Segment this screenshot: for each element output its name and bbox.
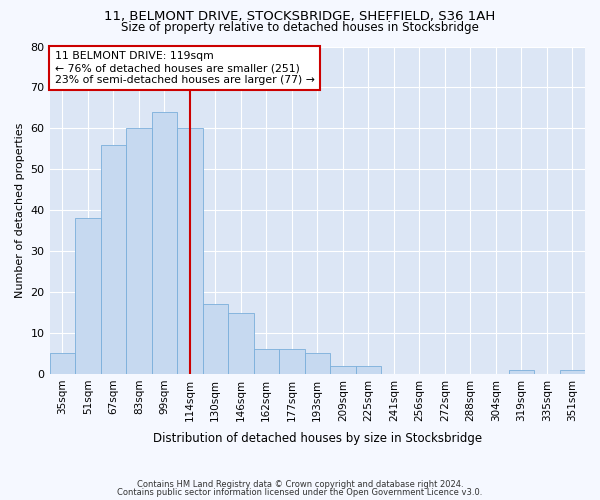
Text: 11 BELMONT DRIVE: 119sqm
← 76% of detached houses are smaller (251)
23% of semi-: 11 BELMONT DRIVE: 119sqm ← 76% of detach… (55, 52, 315, 84)
Bar (279, 350, 305, 374)
Bar (509, 370, 534, 374)
Y-axis label: Number of detached properties: Number of detached properties (15, 122, 25, 298)
Text: 11, BELMONT DRIVE, STOCKSBRIDGE, SHEFFIELD, S36 1AH: 11, BELMONT DRIVE, STOCKSBRIDGE, SHEFFIE… (104, 10, 496, 23)
Bar (50, 354, 75, 374)
Bar (101, 144, 126, 374)
Bar (152, 112, 177, 374)
Bar (126, 128, 152, 374)
Bar (560, 370, 585, 374)
Bar (203, 304, 228, 374)
Bar (75, 218, 101, 374)
Bar (254, 350, 279, 374)
Text: Size of property relative to detached houses in Stocksbridge: Size of property relative to detached ho… (121, 21, 479, 34)
X-axis label: Distribution of detached houses by size in Stocksbridge: Distribution of detached houses by size … (153, 432, 482, 445)
Bar (228, 312, 254, 374)
Bar (177, 128, 203, 374)
Text: Contains public sector information licensed under the Open Government Licence v3: Contains public sector information licen… (118, 488, 482, 497)
Bar (305, 354, 330, 374)
Text: Contains HM Land Registry data © Crown copyright and database right 2024.: Contains HM Land Registry data © Crown c… (137, 480, 463, 489)
Bar (330, 366, 356, 374)
Bar (356, 366, 381, 374)
